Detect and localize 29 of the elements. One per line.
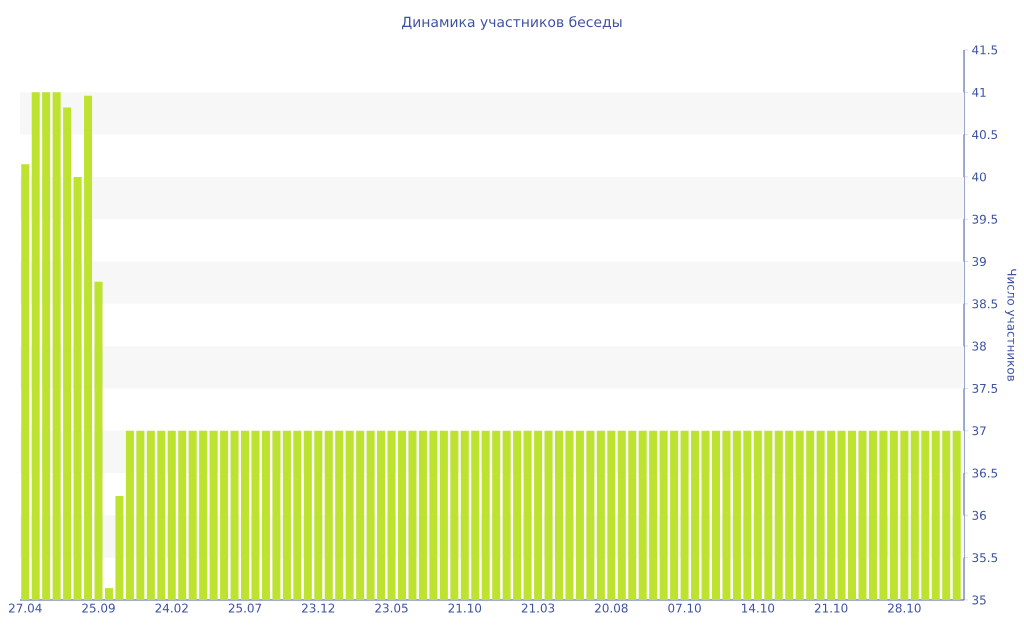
y-tick-label: 39.5 xyxy=(972,214,998,224)
y-tick-label: 37 xyxy=(972,426,986,436)
x-tick-label: 20.08 xyxy=(595,603,628,613)
chart-title: Динамика участников беседы xyxy=(402,16,622,30)
y-tick-label: 40.5 xyxy=(972,130,998,140)
y-tick-label: 36.5 xyxy=(972,468,998,478)
x-tick-label: 21.03 xyxy=(521,603,555,613)
x-tick-label: 25.09 xyxy=(82,603,115,613)
y-tick-label: 38.5 xyxy=(972,299,998,309)
x-tick-label: 25.07 xyxy=(228,603,262,613)
x-tick-label: 28.10 xyxy=(888,603,921,613)
y-tick-label: 35 xyxy=(972,595,986,605)
y-tick-label: 36 xyxy=(972,510,986,520)
y-tick-label: 41.5 xyxy=(972,45,998,55)
y-tick-label: 39 xyxy=(972,257,986,267)
y-tick-label: 37.5 xyxy=(972,383,998,393)
y-axis-title: Число участников xyxy=(1005,269,1017,382)
x-tick-label: 21.10 xyxy=(448,603,482,613)
x-tick-label: 23.05 xyxy=(375,603,408,613)
y-tick-label: 35.5 xyxy=(972,553,998,563)
x-tick-label: 27.04 xyxy=(9,603,42,613)
y-tick-label: 40 xyxy=(972,172,986,182)
x-tick-label: 21.10 xyxy=(814,603,848,613)
x-tick-label: 07.10 xyxy=(668,603,701,613)
x-tick-label: 23.12 xyxy=(302,603,335,613)
x-tick-label: 14.10 xyxy=(742,603,775,613)
x-tick-label: 24.02 xyxy=(155,603,188,613)
y-tick-label: 41 xyxy=(972,87,986,97)
y-tick-label: 38 xyxy=(972,341,986,351)
